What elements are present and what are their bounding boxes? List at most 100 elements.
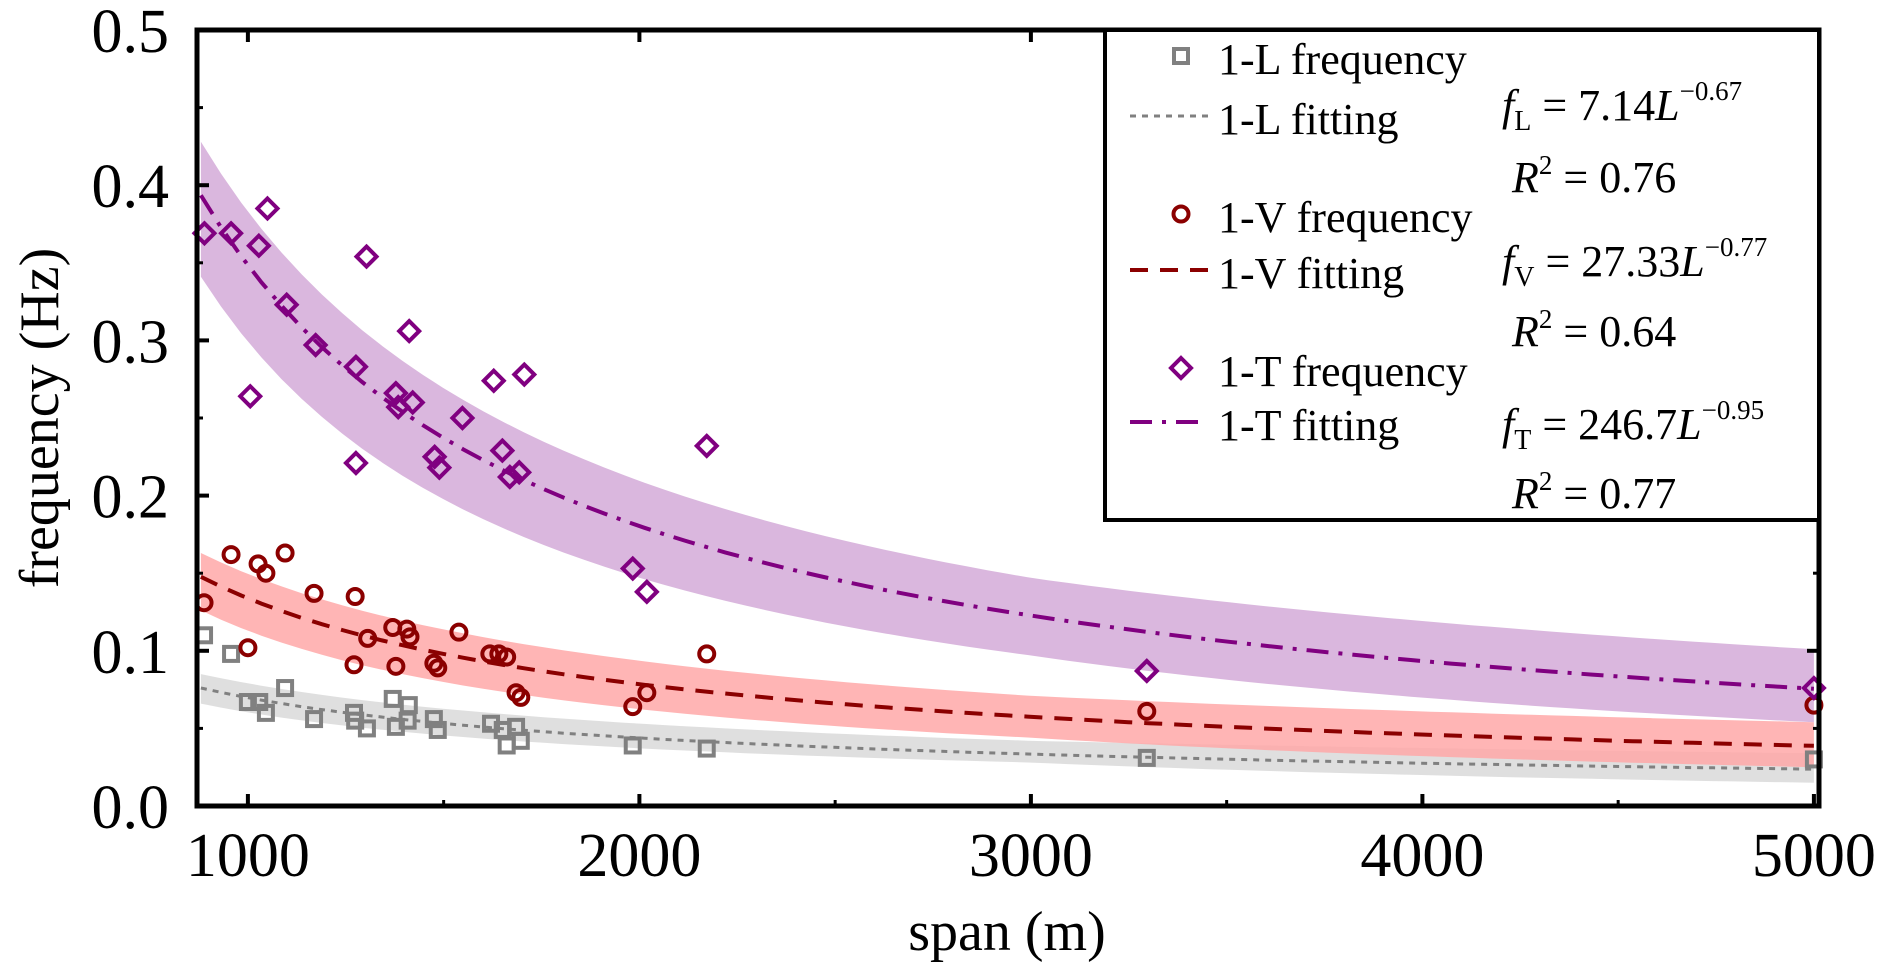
data-point — [400, 627, 420, 647]
data-point — [237, 383, 264, 410]
data-point — [497, 647, 517, 667]
x-tick-label: 3000 — [969, 822, 1093, 890]
data-point — [276, 679, 295, 698]
equation-part: −0.95 — [1702, 395, 1764, 425]
data-point — [428, 720, 447, 739]
data-point — [496, 464, 523, 490]
r-label: R — [1511, 469, 1539, 518]
y-tick-label: 0.2 — [92, 464, 170, 532]
r-squared: R2 = 0.64 — [1511, 304, 1676, 356]
data-point — [357, 719, 376, 738]
legend-label: 1-T frequency — [1218, 347, 1468, 396]
r-value: = 0.76 — [1552, 153, 1676, 202]
equation-part: L — [1679, 237, 1704, 286]
data-point — [637, 683, 657, 703]
equation-part: L — [1514, 106, 1531, 137]
equation-part: T — [1514, 425, 1531, 456]
data-point — [273, 291, 300, 318]
data-point — [246, 232, 272, 259]
data-point — [480, 367, 507, 394]
y-tick-label: 0.5 — [92, 0, 170, 66]
confidence-bands — [200, 141, 1814, 783]
data-point — [238, 693, 257, 712]
fit-equation: fL = 7.14L−0.67 — [1502, 76, 1742, 137]
data-point — [305, 710, 324, 729]
data-point — [386, 656, 406, 676]
data-point — [623, 697, 643, 717]
y-tick-labels: 0.0 0.1 0.2 0.3 0.4 0.5 — [92, 0, 170, 842]
y-axis-label: frequency (Hz) — [9, 248, 71, 588]
data-point — [344, 655, 364, 675]
legend-label: 1-L frequency — [1218, 35, 1467, 84]
equation-part: −0.67 — [1680, 76, 1742, 106]
legend-fit-label: 1-L fitting — [1218, 95, 1398, 144]
data-point — [480, 644, 500, 664]
equation-part: = 27.33 — [1534, 237, 1680, 286]
data-point — [693, 433, 720, 459]
fit-equation: fT = 246.7L−0.95 — [1502, 395, 1764, 456]
data-point — [506, 683, 526, 703]
data-point — [343, 450, 369, 476]
r-value: = 0.64 — [1552, 307, 1676, 356]
equation-part: V — [1514, 262, 1534, 293]
data-point — [511, 731, 530, 750]
data-point — [238, 638, 258, 658]
data-point — [343, 353, 369, 380]
data-point — [506, 459, 533, 486]
legend-fit-label: 1-V fitting — [1218, 249, 1404, 298]
data-point — [345, 586, 365, 606]
equation-part: L — [1654, 81, 1679, 130]
r-squared: R2 = 0.77 — [1511, 466, 1676, 518]
legend-marker-circle — [1171, 204, 1191, 224]
data-point — [449, 405, 476, 431]
fit-line — [200, 686, 1814, 771]
data-point — [619, 555, 646, 582]
data-point — [218, 220, 244, 247]
data-point — [489, 437, 516, 464]
data-point — [426, 454, 453, 481]
y-tick-label: 0.1 — [92, 619, 170, 687]
y-tick-label: 0.3 — [92, 308, 170, 376]
data-point — [383, 689, 402, 708]
confidence-band-diamond — [200, 141, 1814, 723]
data-point — [222, 644, 241, 663]
data-point — [398, 711, 417, 730]
data-point — [634, 578, 660, 605]
x-tick-labels: 1000 2000 3000 4000 5000 — [186, 822, 1876, 890]
data-point — [399, 389, 426, 416]
data-point — [511, 361, 538, 388]
r-label: R — [1511, 307, 1539, 356]
equation-part: = 7.14 — [1531, 81, 1655, 130]
data-point — [1137, 748, 1156, 767]
r-sup: 2 — [1539, 304, 1553, 334]
data-point — [221, 545, 241, 565]
data-point — [396, 318, 423, 344]
r-sup: 2 — [1539, 150, 1553, 180]
legend: 1-L frequency 1-L fitting fL = 7.14L−0.67 R… — [1103, 28, 1821, 522]
data-point — [383, 380, 409, 406]
legend-marker-diamond — [1168, 355, 1194, 381]
data-point — [697, 644, 717, 664]
data-point — [421, 443, 448, 470]
data-point — [256, 703, 275, 722]
legend-box — [1103, 28, 1821, 522]
data-point — [1133, 658, 1160, 684]
data-point — [358, 628, 378, 648]
data-point — [302, 332, 329, 358]
data-point — [353, 243, 380, 270]
x-tick-label: 2000 — [577, 822, 701, 890]
legend-marker-square — [1172, 47, 1190, 65]
equation-part: = 246.7 — [1531, 400, 1677, 449]
r-sup: 2 — [1539, 466, 1553, 496]
data-point — [449, 622, 469, 642]
fit-line — [200, 575, 1814, 748]
data-points — [191, 195, 1827, 769]
fit-line — [199, 194, 1815, 691]
x-tick-label: 1000 — [186, 822, 310, 890]
confidence-band-circle — [200, 553, 1814, 768]
equation-part: −0.77 — [1705, 232, 1767, 262]
data-point — [254, 195, 281, 222]
fit-lines — [199, 194, 1815, 771]
r-value: = 0.77 — [1552, 469, 1676, 518]
